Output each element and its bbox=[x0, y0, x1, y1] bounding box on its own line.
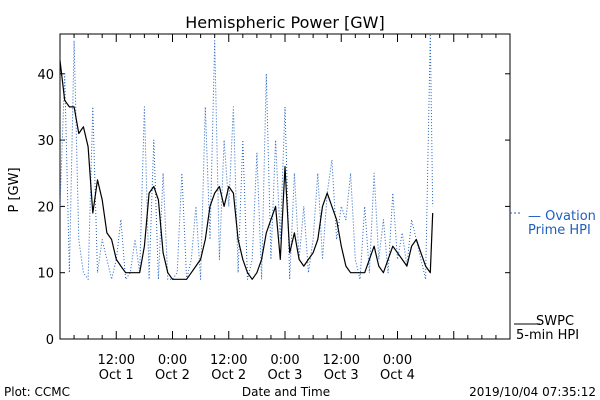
plot-credit: Plot: CCMC bbox=[4, 385, 70, 399]
series-layer bbox=[59, 33, 434, 280]
x-tick-sublabel: Oct 4 bbox=[380, 368, 415, 383]
timestamp: 2019/10/04 07:35:12 bbox=[469, 385, 596, 399]
y-tick-label: 30 bbox=[37, 134, 54, 149]
x-tick-sublabel: Oct 3 bbox=[268, 368, 303, 383]
x-tick-label: 12:00 bbox=[98, 353, 135, 368]
x-tick-label: 0:00 bbox=[270, 353, 299, 368]
x-tick-sublabel: Oct 2 bbox=[211, 368, 246, 383]
x-tick-label: 12:00 bbox=[323, 353, 360, 368]
x-tick-label: 0:00 bbox=[383, 353, 412, 368]
y-tick-label: 10 bbox=[37, 267, 54, 282]
x-tick-sublabel: Oct 3 bbox=[324, 368, 359, 383]
y-axis-label: P [GW] bbox=[7, 167, 22, 212]
plot-frame bbox=[59, 33, 511, 340]
chart-title: Hemispheric Power [GW] bbox=[185, 13, 384, 32]
y-tick-label: 0 bbox=[46, 333, 54, 348]
x-tick-label: 12:00 bbox=[210, 353, 247, 368]
x-tick-sublabel: Oct 2 bbox=[155, 368, 190, 383]
x-tick-sublabel: Oct 1 bbox=[99, 368, 134, 383]
legend-swpc-line2: 5-min HPI bbox=[516, 328, 579, 343]
y-tick-label: 20 bbox=[37, 200, 54, 215]
x-tick-label: 0:00 bbox=[158, 353, 187, 368]
legend-ovation-line2: Prime HPI bbox=[528, 223, 591, 238]
legend-swpc-line1: SWPC bbox=[536, 314, 574, 329]
series-ovation-prime-line bbox=[59, 33, 434, 280]
legend-ovation-line1: — Ovation bbox=[528, 209, 596, 224]
series-swpc-line bbox=[59, 60, 434, 280]
x-axis-label: Date and Time bbox=[242, 385, 330, 399]
y-tick-label: 40 bbox=[37, 68, 54, 83]
y-axis: 0 10 20 30 40 bbox=[37, 68, 510, 348]
